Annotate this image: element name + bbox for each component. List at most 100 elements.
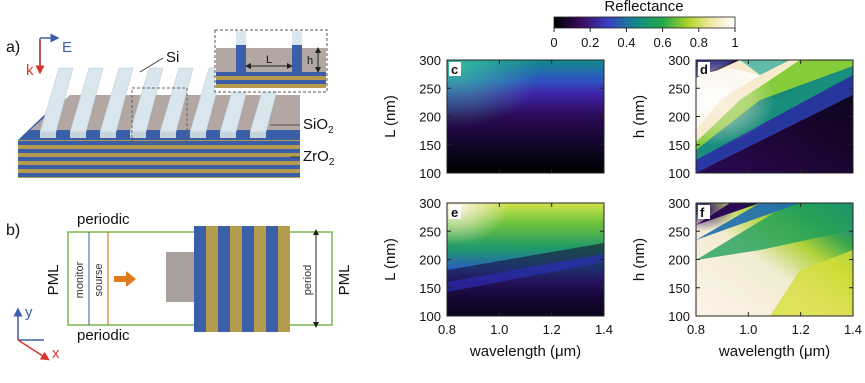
y-tick-label: 300 bbox=[419, 196, 441, 211]
y-tick-label: 100 bbox=[419, 166, 441, 181]
inset-h-label: h bbox=[307, 55, 313, 67]
si-ridge-front bbox=[130, 132, 146, 138]
x-tick-label: 1.4 bbox=[595, 322, 613, 337]
y-axis-label: h (nm) bbox=[631, 95, 648, 138]
panel-b-label: b) bbox=[6, 222, 20, 239]
x-tick-label: 0.8 bbox=[438, 322, 456, 337]
stack-layer bbox=[230, 226, 242, 332]
colorbar-bar bbox=[553, 16, 736, 29]
x-tick-label: 1.0 bbox=[490, 322, 508, 337]
panel-letter-bg bbox=[449, 62, 461, 76]
colorbar: Reflectance 0 0.2 0.4 0.6 0.8 1 bbox=[550, 0, 738, 50]
si-ridge-front bbox=[100, 132, 116, 138]
heatmap-f bbox=[696, 203, 853, 316]
heatmap-d bbox=[696, 60, 853, 173]
x-tick-label: 0.8 bbox=[687, 322, 705, 337]
x-tick-label: 1.0 bbox=[739, 322, 757, 337]
periodic-top-label: periodic bbox=[77, 211, 130, 228]
si-ridge-front bbox=[160, 132, 176, 138]
stack-layer bbox=[242, 226, 254, 332]
colorbar-title: Reflectance bbox=[604, 0, 683, 15]
y-tick-label: 250 bbox=[419, 224, 441, 239]
zro2-label: ZrO2 bbox=[303, 148, 335, 168]
y-label: y bbox=[25, 304, 33, 321]
stack-layer bbox=[206, 226, 218, 332]
panel-letter-bg bbox=[698, 205, 710, 219]
panel-letter: d bbox=[700, 62, 708, 77]
inset-unit-cell: L h bbox=[214, 29, 328, 93]
y-tick-label: 150 bbox=[419, 138, 441, 153]
e-label: E bbox=[62, 39, 72, 56]
y-tick-label: 250 bbox=[419, 81, 441, 96]
y-axis-label: h (nm) bbox=[631, 238, 648, 281]
x-tick-label: 1.2 bbox=[792, 322, 810, 337]
colorbar-tick-label: 0.4 bbox=[617, 35, 635, 50]
y-axis-label: L (nm) bbox=[382, 238, 399, 281]
x-tick-label: 1.4 bbox=[844, 322, 862, 337]
si-ridge-front bbox=[250, 132, 266, 138]
y-tick-label: 300 bbox=[668, 196, 690, 211]
source-label: sourse bbox=[93, 263, 105, 296]
x-axis-label: wavelength (μm) bbox=[469, 343, 581, 360]
panel-b: b) periodic periodic PML PML monitor sou… bbox=[6, 211, 353, 362]
y-tick-label: 100 bbox=[668, 166, 690, 181]
y-axis-label: L (nm) bbox=[382, 95, 399, 138]
colorbar-tick-label: 0 bbox=[550, 35, 557, 50]
y-tick-label: 200 bbox=[668, 253, 690, 268]
y-tick-label: 150 bbox=[419, 281, 441, 296]
y-tick-label: 150 bbox=[668, 281, 690, 296]
si-ridge-front bbox=[220, 132, 236, 138]
si-label: Si bbox=[166, 49, 179, 66]
y-tick-label: 250 bbox=[668, 81, 690, 96]
stack-layer bbox=[218, 226, 230, 332]
si-ridge-front bbox=[70, 132, 86, 138]
sio2-label: SiO2 bbox=[303, 116, 334, 136]
colorbar-tick-label: 0.8 bbox=[690, 35, 708, 50]
k-label: k bbox=[26, 62, 34, 79]
heatmap-c bbox=[447, 60, 604, 173]
panel-a-label: a) bbox=[6, 39, 20, 56]
si-ridge-side bbox=[166, 252, 194, 302]
source-arrow-icon bbox=[114, 271, 136, 287]
stack-layer bbox=[254, 226, 266, 332]
y-tick-label: 300 bbox=[668, 53, 690, 68]
y-tick-label: 100 bbox=[668, 309, 690, 324]
inset-l-label: L bbox=[266, 54, 272, 66]
layer-stack-side bbox=[194, 226, 290, 332]
stack-layer bbox=[278, 226, 290, 332]
heatmap-e bbox=[447, 203, 604, 316]
stack-layer bbox=[194, 226, 206, 332]
y-tick-label: 200 bbox=[419, 110, 441, 125]
panel-letter-bg bbox=[449, 205, 461, 219]
colorbar-tick-label: 0.2 bbox=[581, 35, 599, 50]
si-ridge-front bbox=[40, 132, 56, 138]
x-axis-label: wavelength (μm) bbox=[718, 343, 830, 360]
monitor-label: monitor bbox=[74, 261, 86, 298]
y-tick-label: 150 bbox=[668, 138, 690, 153]
pml-left-label: PML bbox=[45, 265, 62, 296]
y-tick-label: 300 bbox=[419, 53, 441, 68]
pml-right-label: PML bbox=[336, 265, 353, 296]
y-tick-label: 200 bbox=[419, 253, 441, 268]
y-tick-label: 250 bbox=[668, 224, 690, 239]
panel-letter: f bbox=[700, 205, 705, 220]
colorbar-tick-label: 0.6 bbox=[654, 35, 672, 50]
panel-letter-bg bbox=[698, 62, 710, 76]
panel-a: a) E k bbox=[6, 29, 335, 178]
x-axis-arrow bbox=[17, 339, 50, 361]
y-tick-label: 200 bbox=[668, 110, 690, 125]
period-label: period bbox=[302, 265, 314, 296]
axes-c: c 300 250 200 150 100 L (nm) bbox=[382, 53, 605, 181]
panel-letter: e bbox=[451, 205, 458, 220]
x-tick-label: 1.2 bbox=[543, 322, 561, 337]
colorbar-tick-label: 1 bbox=[731, 35, 738, 50]
periodic-bottom-label: periodic bbox=[77, 327, 130, 344]
highlight-box bbox=[131, 87, 188, 144]
si-ridge-front bbox=[190, 132, 206, 138]
y-tick-label: 100 bbox=[419, 309, 441, 324]
si-ridges bbox=[39, 67, 284, 138]
stack-layer bbox=[266, 226, 278, 332]
